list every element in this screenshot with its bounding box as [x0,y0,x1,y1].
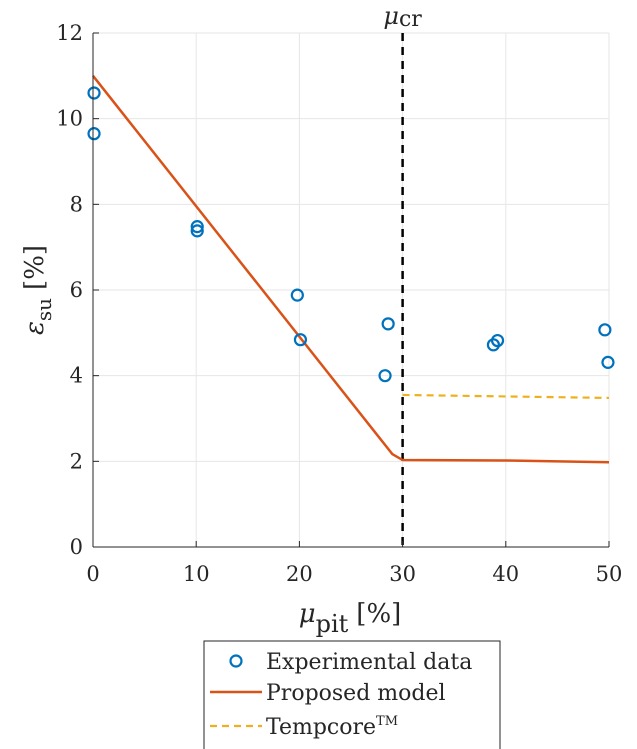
annotation-mu-cr: μcr [383,2,422,32]
x-tick-label: 40 [492,562,519,586]
data-point [89,87,100,98]
x-tick-label: 0 [86,562,99,586]
experimental-points [89,87,614,381]
x-tick-label: 30 [389,562,416,586]
proposed-model-line [93,76,609,462]
y-tick-labels: 0 2 4 6 8 10 12 [56,21,83,559]
legend-label-experimental: Experimental data [266,650,472,675]
x-axis-label: μpit [%] [299,599,402,638]
y-axis-label: εsu[%] [20,245,56,335]
y-tick-label: 4 [70,364,83,388]
data-point [383,318,394,329]
legend: Experimental data Proposed model Tempcor… [204,641,500,749]
y-tick-label: 2 [70,449,83,473]
y-tick-label: 12 [56,21,83,45]
y-tick-label: 0 [70,535,83,559]
x-tick-label: 10 [183,562,210,586]
grid [93,33,609,547]
data-point [89,128,100,139]
data-point [602,357,613,368]
x-tick-label: 50 [596,562,623,586]
y-tick-label: 10 [56,107,83,131]
data-point [292,290,303,301]
y-tick-label: 8 [70,192,83,216]
legend-label-proposed: Proposed model [266,681,446,706]
series-lines [93,76,609,462]
x-tick-labels: 0 10 20 30 40 50 [86,562,622,586]
y-tick-label: 6 [70,278,83,302]
x-tick-label: 20 [286,562,313,586]
